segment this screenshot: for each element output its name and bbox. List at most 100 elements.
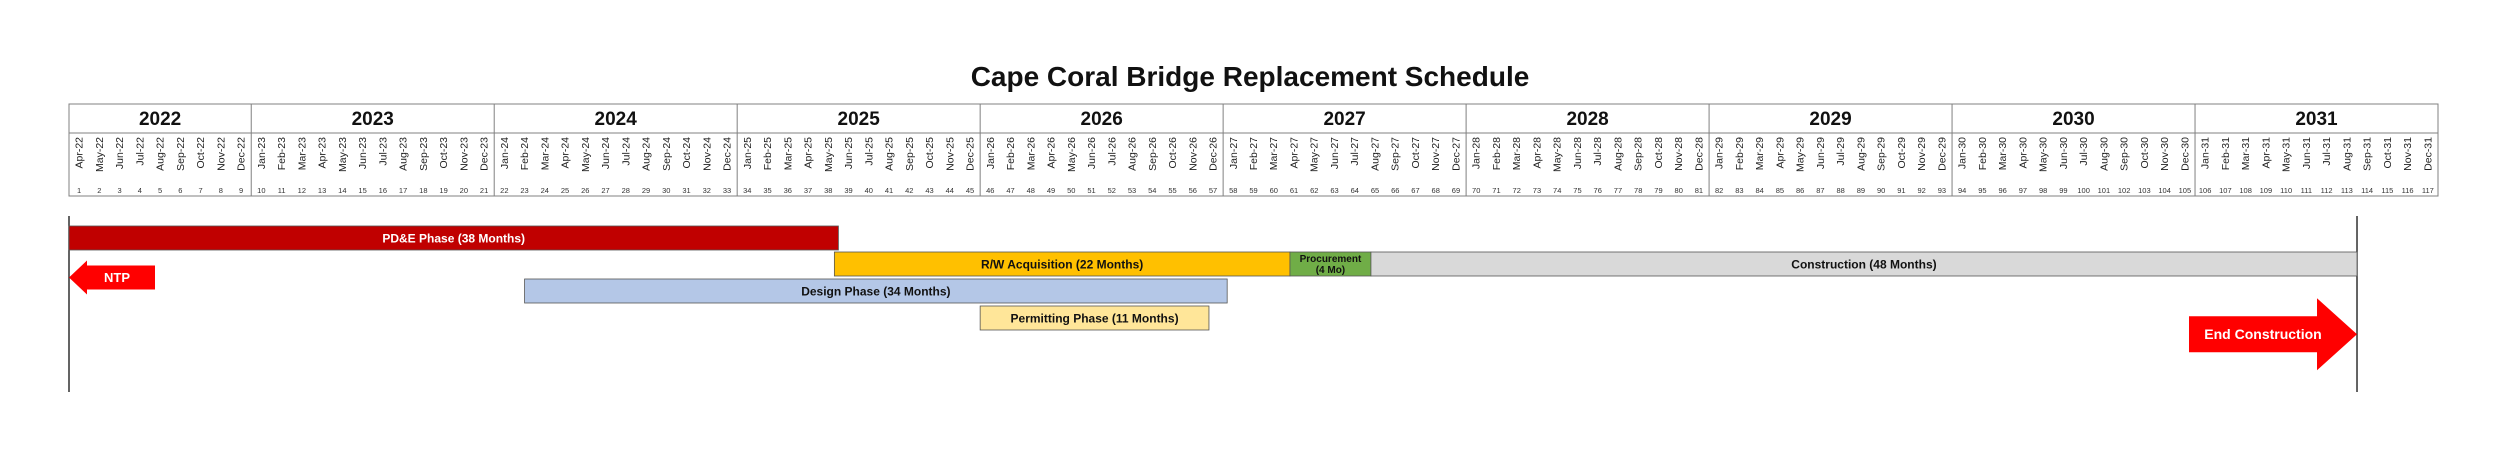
month-number: 102 xyxy=(2118,186,2131,195)
timeline-header: 2022 2023 2024 2025 2026 2027 2028 2029 2030 2031… xyxy=(68,103,2439,197)
month-number: 35 xyxy=(763,186,771,195)
month-label: Aug-30 xyxy=(2098,137,2110,171)
month-label: May-26 xyxy=(1066,137,1078,172)
month-label: Jan-31 xyxy=(2200,137,2212,169)
month-label: Mar-27 xyxy=(1268,137,1280,170)
month-number: 107 xyxy=(2219,186,2232,195)
month-label: Mar-30 xyxy=(1997,137,2009,170)
month-label: May-27 xyxy=(1309,137,1321,172)
month-label: Aug-31 xyxy=(2341,137,2353,171)
milestone-arrow xyxy=(69,260,155,295)
month-label: May-22 xyxy=(94,137,106,172)
month-label: Mar-28 xyxy=(1511,137,1523,170)
month-number: 66 xyxy=(1391,186,1399,195)
month-number: 17 xyxy=(399,186,407,195)
month-label: Apr-27 xyxy=(1288,137,1300,169)
month-label: May-24 xyxy=(580,137,592,172)
month-label: Jul-23 xyxy=(377,137,389,166)
month-label: May-31 xyxy=(2281,137,2293,172)
month-label: Aug-26 xyxy=(1127,137,1139,171)
month-number: 67 xyxy=(1411,186,1419,195)
month-label: Sep-24 xyxy=(661,137,673,171)
month-number: 88 xyxy=(1837,186,1845,195)
month-number: 12 xyxy=(298,186,306,195)
year-label: 2023 xyxy=(352,109,394,130)
month-label: Aug-27 xyxy=(1369,137,1381,171)
month-label: Aug-25 xyxy=(884,137,896,171)
month-number: 76 xyxy=(1594,186,1602,195)
month-label: Jul-30 xyxy=(2078,137,2090,166)
month-number: 31 xyxy=(682,186,690,195)
month-label: Dec-23 xyxy=(479,137,491,171)
month-label: Aug-29 xyxy=(1855,137,1867,171)
milestone-label: End Construction xyxy=(2204,326,2321,342)
month-number: 1 xyxy=(77,186,81,195)
month-number: 109 xyxy=(2260,186,2273,195)
month-label: Jan-29 xyxy=(1714,137,1726,169)
month-label: Nov-23 xyxy=(458,137,470,171)
month-number: 104 xyxy=(2158,186,2171,195)
month-label: Jan-24 xyxy=(499,137,511,169)
month-number: 43 xyxy=(925,186,933,195)
month-label: Jun-24 xyxy=(600,137,612,169)
month-label: Sep-30 xyxy=(2119,137,2131,171)
month-number: 26 xyxy=(581,186,589,195)
month-label: Oct-29 xyxy=(1896,137,1908,169)
month-number: 86 xyxy=(1796,186,1804,195)
month-label: Jul-28 xyxy=(1592,137,1604,166)
month-number: 89 xyxy=(1857,186,1865,195)
month-label: Sep-28 xyxy=(1633,137,1645,171)
month-label: Nov-30 xyxy=(2159,137,2171,171)
month-number: 3 xyxy=(118,186,122,195)
task-bar xyxy=(1289,251,1372,277)
month-label: Mar-24 xyxy=(539,137,551,170)
month-label: Dec-28 xyxy=(1693,137,1705,171)
month-number: 16 xyxy=(379,186,387,195)
month-number: 57 xyxy=(1209,186,1217,195)
month-label: Jun-29 xyxy=(1815,137,1827,169)
month-label: Feb-31 xyxy=(2220,137,2232,170)
month-label: Sep-31 xyxy=(2362,137,2374,171)
month-label: May-23 xyxy=(337,137,349,172)
month-number: 91 xyxy=(1897,186,1905,195)
month-number: 22 xyxy=(500,186,508,195)
month-label: Apr-29 xyxy=(1774,137,1786,169)
month-label: Dec-31 xyxy=(2422,137,2434,171)
month-label: Apr-24 xyxy=(560,137,572,169)
month-number: 5 xyxy=(158,186,162,195)
month-number: 97 xyxy=(2019,186,2027,195)
month-label: Aug-23 xyxy=(398,137,410,171)
month-number: 42 xyxy=(905,186,913,195)
month-number: 47 xyxy=(1006,186,1014,195)
month-number: 108 xyxy=(2239,186,2252,195)
month-number: 39 xyxy=(844,186,852,195)
month-label: May-29 xyxy=(1795,137,1807,172)
task-bar xyxy=(524,278,1228,304)
month-number: 38 xyxy=(824,186,832,195)
month-number: 10 xyxy=(257,186,265,195)
month-label: Mar-29 xyxy=(1754,137,1766,170)
month-label: Dec-29 xyxy=(1936,137,1948,171)
month-number: 61 xyxy=(1290,186,1298,195)
month-label: Jul-25 xyxy=(863,137,875,166)
month-label: Dec-27 xyxy=(1450,137,1462,171)
year-label: 2031 xyxy=(2295,109,2338,130)
month-number: 100 xyxy=(2077,186,2090,195)
month-number: 8 xyxy=(219,186,223,195)
month-number: 40 xyxy=(865,186,873,195)
month-label: Aug-24 xyxy=(641,137,653,171)
year-label: 2025 xyxy=(838,109,881,130)
month-number: 71 xyxy=(1492,186,1500,195)
month-label: Nov-27 xyxy=(1430,137,1442,171)
month-label: Jul-22 xyxy=(134,137,146,166)
month-label: Feb-26 xyxy=(1005,137,1017,170)
month-number: 25 xyxy=(561,186,569,195)
month-number: 58 xyxy=(1229,186,1237,195)
month-label: Oct-23 xyxy=(438,137,450,169)
month-number: 21 xyxy=(480,186,488,195)
month-number: 45 xyxy=(966,186,974,195)
task-bar xyxy=(833,251,1291,277)
month-number: 51 xyxy=(1087,186,1095,195)
month-number: 68 xyxy=(1432,186,1440,195)
